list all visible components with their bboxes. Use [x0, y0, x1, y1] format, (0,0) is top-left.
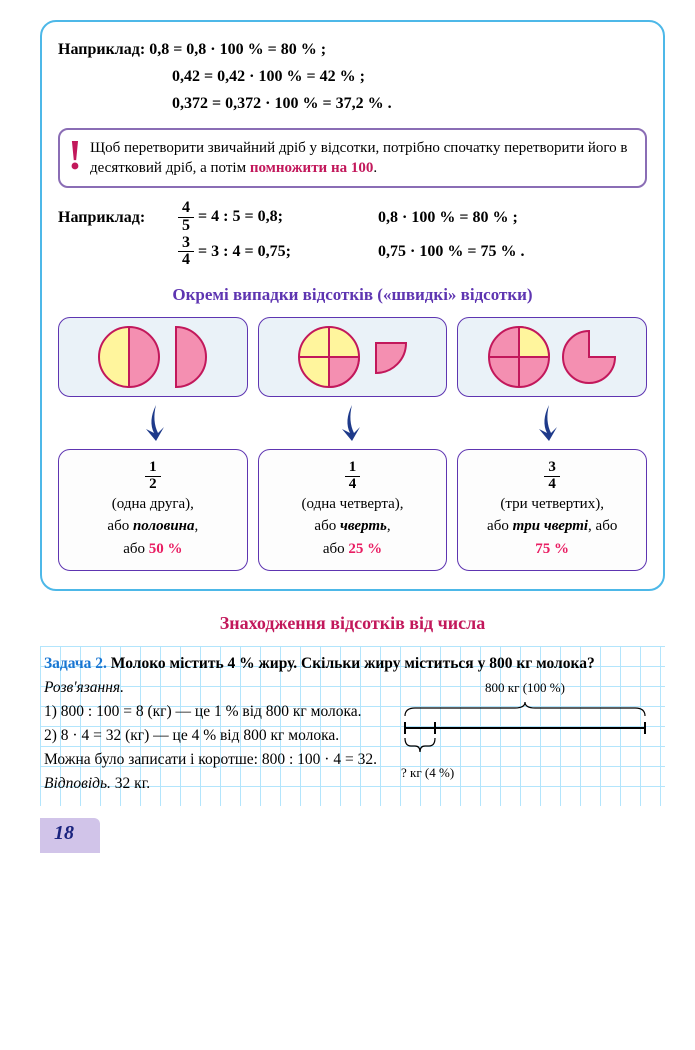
main-box: Наприклад: 0,8 = 0,8 · 100 % = 80 % ; 0,… — [40, 20, 665, 591]
exclaim-icon: ! — [68, 128, 82, 185]
task-step1: 1) 800 : 100 = 8 (кг) — це 1 % від 800 к… — [44, 700, 384, 724]
c2-line1: (одна четверта), — [265, 493, 441, 516]
arrow-down-icon — [529, 403, 569, 443]
frac-1-4: 14 — [345, 460, 361, 493]
eq-r2b: 0,75 · 100 % = 75 % . — [378, 235, 647, 270]
task-question: Молоко містить 4 % жиру. Скільки жиру мі… — [107, 655, 595, 672]
diagram-total: 800 кг (100 %) — [395, 678, 655, 698]
arrow-down-icon — [332, 403, 372, 443]
section2-title: Знаходження відсотків від числа — [40, 613, 665, 634]
pie-quarters-icon — [296, 324, 362, 390]
eq-r1b: 0,8 · 100 % = 80 % ; — [378, 200, 647, 235]
c1-line1: (одна друга), — [65, 493, 241, 516]
pie-quarter-slice-icon — [370, 337, 410, 377]
pie-3quarters-icon — [486, 324, 552, 390]
text-card-3: 34 (три четвертих), або три чверті, або … — [457, 449, 647, 571]
rule-highlight: помножити на 100 — [250, 160, 374, 176]
pie-half-slice-icon — [170, 324, 210, 390]
ex1-line1: 0,8 = 0,8 · 100 % = 80 % ; — [149, 41, 326, 58]
pie-card-1 — [58, 317, 248, 397]
example-2: Наприклад: 45 = 4 : 5 = 0,8; 0,8 · 100 %… — [58, 200, 647, 269]
pie-3quarters-slice-icon — [560, 328, 618, 386]
rule-part2: . — [373, 160, 377, 176]
pie-card-2 — [258, 317, 448, 397]
rule-box: ! Щоб перетворити звичайний дріб у відсо… — [58, 128, 647, 189]
text-card-2: 14 (одна четверта), або чверть, або 25 % — [258, 449, 448, 571]
textbook-page: Наприклад: 0,8 = 0,8 · 100 % = 80 % ; 0,… — [0, 0, 695, 853]
frac-3-4b: 34 — [544, 460, 560, 493]
task-step2: 2) 8 · 4 = 32 (кг) — це 4 % від 800 кг м… — [44, 724, 384, 748]
pie-half-icon — [96, 324, 162, 390]
eq-r2a: = 3 : 4 = 0,75; — [198, 243, 291, 260]
text-cards-row: 12 (одна друга), або половина, або 50 % … — [58, 449, 647, 571]
frac-4-5: 45 — [178, 200, 194, 235]
example2-label: Наприклад: — [58, 209, 145, 226]
ex1-line2: 0,42 = 0,42 · 100 % = 42 % ; — [58, 63, 647, 90]
bracket-icon — [395, 698, 655, 768]
c3-line1: (три четвертих), — [464, 493, 640, 516]
text-card-1: 12 (одна друга), або половина, або 50 % — [58, 449, 248, 571]
frac-3-4: 34 — [178, 235, 194, 270]
arrow-down-icon — [136, 403, 176, 443]
frac-1-2: 12 — [145, 460, 161, 493]
page-number: 18 — [40, 818, 100, 853]
task-label: Задача 2. — [44, 655, 107, 672]
arrows-row — [58, 403, 647, 443]
cases-title: Окремі випадки відсотків («швидкі» відсо… — [58, 285, 647, 305]
pie-cards-row — [58, 317, 647, 397]
example-1: Наприклад: 0,8 = 0,8 · 100 % = 80 % ; 0,… — [58, 36, 647, 118]
answer-value: 32 кг. — [111, 775, 150, 792]
pie-card-3 — [457, 317, 647, 397]
task-area: Задача 2. Молоко містить 4 % жиру. Скіль… — [40, 646, 665, 806]
ex1-line3: 0,372 = 0,372 · 100 % = 37,2 % . — [58, 90, 647, 117]
eq-r1a: = 4 : 5 = 0,8; — [198, 208, 283, 225]
bracket-diagram: 800 кг (100 %) ? кг (4 %) — [395, 678, 655, 782]
answer-label: Відповідь. — [44, 775, 111, 792]
example-label: Наприклад: — [58, 41, 145, 58]
